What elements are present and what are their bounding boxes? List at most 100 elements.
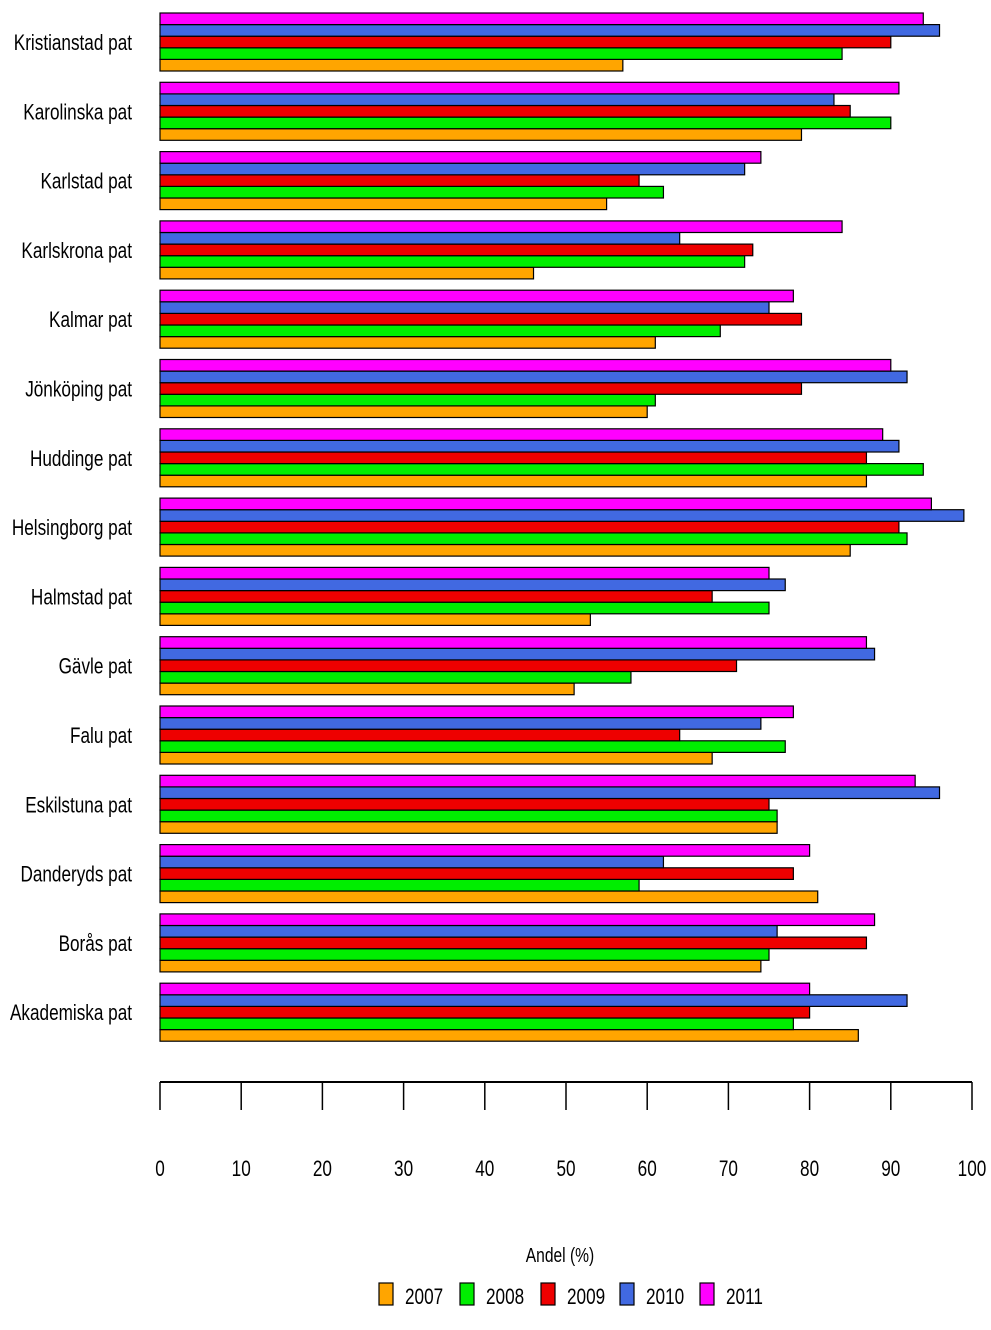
bar-2009-1: [159, 1005, 811, 1019]
bar-2010-2: [159, 924, 778, 938]
bar-2007-14: [159, 128, 803, 141]
bar-2010-4: [159, 786, 941, 800]
bar-2010-11: [159, 301, 770, 314]
x-axis-title: Andel (%): [526, 1244, 594, 1266]
bar-2009-6: [159, 659, 738, 673]
bar-2009-15: [159, 35, 892, 49]
legend-swatch-2011: [699, 1282, 715, 1306]
bar-2008-7: [159, 601, 770, 615]
x-tick-label: 50: [556, 1157, 575, 1182]
category-label: Helsingborg pat: [12, 516, 133, 541]
category-label: Kristianstad pat: [14, 31, 133, 56]
bar-2011-6: [159, 636, 868, 649]
bar-2011-2: [159, 913, 876, 927]
bar-2010-8: [159, 509, 965, 522]
bar-2008-15: [159, 47, 843, 60]
category-label: Karolinska pat: [23, 100, 132, 125]
bar-2007-5: [159, 751, 713, 765]
bar-2010-10: [159, 370, 908, 384]
bar-2009-3: [159, 867, 794, 880]
legend-label-2008: 2008: [486, 1285, 524, 1310]
bar-2009-2: [159, 936, 868, 950]
bar-2010-12: [159, 231, 681, 245]
bar-2007-9: [159, 474, 868, 488]
x-tick-label: 10: [232, 1157, 251, 1182]
bar-2009-13: [159, 174, 640, 188]
bar-2010-5: [159, 716, 762, 730]
x-tick-label: 60: [638, 1157, 657, 1182]
x-tick-label: 20: [313, 1157, 332, 1182]
category-label: Karlstad pat: [40, 170, 132, 195]
bar-2010-3: [159, 855, 665, 869]
category-labels: Akademiska pat Borås pat Danderyds pat Eski…: [10, 31, 132, 1026]
category-label: Halmstad pat: [31, 585, 133, 610]
bar-2011-11: [159, 289, 794, 303]
category-label: Eskilstuna pat: [25, 793, 132, 818]
bar-2008-11: [159, 324, 721, 338]
bar-2008-10: [159, 393, 656, 407]
bar-2007-8: [159, 543, 851, 557]
bar-2009-14: [159, 104, 851, 118]
bar-2011-10: [159, 358, 892, 372]
bars-group: [159, 12, 965, 1042]
legend-label-2009: 2009: [567, 1285, 605, 1310]
bar-2010-9: [159, 439, 900, 453]
category-label: Gävle pat: [59, 655, 133, 680]
bar-2010-14: [159, 93, 835, 107]
bar-2011-14: [159, 81, 900, 95]
bar-2011-12: [159, 220, 843, 234]
bar-2009-9: [159, 451, 868, 465]
x-tick-label: 90: [881, 1157, 900, 1182]
category-label: Huddinge pat: [30, 447, 132, 472]
x-tick-label: 0: [155, 1157, 165, 1182]
bar-2008-12: [159, 255, 746, 268]
bar-2007-12: [159, 266, 535, 280]
bar-2009-4: [159, 797, 770, 811]
bar-2008-5: [159, 740, 786, 753]
bar-2007-2: [159, 959, 762, 973]
bar-2007-6: [159, 682, 575, 696]
bar-2011-4: [159, 774, 916, 788]
bar-2009-12: [159, 243, 754, 257]
bar-2011-3: [159, 843, 811, 857]
bar-2010-1: [159, 994, 908, 1007]
bar-2008-1: [159, 1017, 794, 1031]
bar-2007-11: [159, 336, 656, 349]
category-label: Borås pat: [59, 932, 133, 957]
legend-swatch-2009: [540, 1282, 556, 1306]
bar-2011-8: [159, 497, 933, 511]
bar-2010-15: [159, 24, 941, 37]
bar-2010-7: [159, 578, 786, 592]
legend-label-2011: 2011: [726, 1285, 763, 1310]
bar-2008-13: [159, 185, 665, 199]
bar-2008-6: [159, 670, 632, 684]
bar-2009-7: [159, 589, 713, 603]
legend-label-2010: 2010: [646, 1285, 684, 1310]
bar-2011-9: [159, 428, 884, 441]
bar-2010-13: [159, 162, 746, 176]
bar-2008-4: [159, 809, 778, 823]
category-label: Kalmar pat: [49, 308, 132, 333]
bar-2007-4: [159, 821, 778, 834]
bar-2007-1: [159, 1028, 859, 1042]
category-label: Karlskrona pat: [21, 239, 132, 264]
category-label: Jönköping pat: [25, 378, 132, 403]
bar-2007-3: [159, 890, 819, 904]
x-tick-label: 80: [800, 1157, 819, 1182]
x-axis: 0 10 20 30 40 50 60 70 80 90 100: [155, 1081, 987, 1182]
x-tick-label: 40: [475, 1157, 494, 1182]
bar-2011-7: [159, 566, 770, 580]
x-tick-label: 30: [394, 1157, 413, 1182]
bar-2011-5: [159, 705, 794, 719]
bar-2007-13: [159, 197, 608, 211]
bar-2007-15: [159, 58, 624, 72]
bar-2008-9: [159, 463, 924, 476]
legend-label-2007: 2007: [405, 1285, 443, 1310]
x-tick-label: 100: [958, 1157, 987, 1182]
bar-2007-7: [159, 613, 591, 626]
bar-2009-10: [159, 382, 803, 395]
legend-swatch-2007: [378, 1282, 394, 1306]
bar-2008-8: [159, 532, 908, 546]
